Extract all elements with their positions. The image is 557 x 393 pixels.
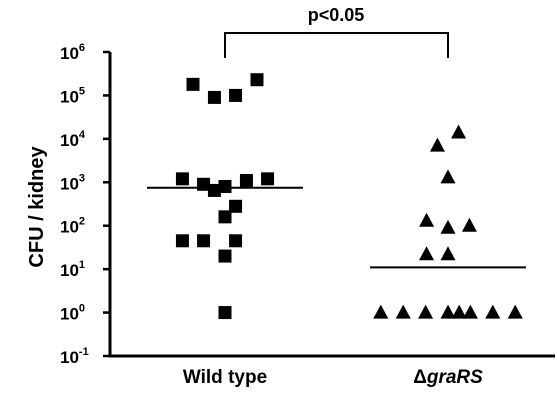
data-point-triangle bbox=[440, 246, 456, 261]
data-point-square bbox=[218, 210, 232, 224]
y-tick-label: 10-1 bbox=[60, 346, 89, 367]
y-tick-label: 103 bbox=[60, 172, 85, 193]
data-point-square bbox=[197, 234, 211, 248]
data-point-triangle bbox=[451, 124, 467, 139]
data-point-square bbox=[229, 88, 243, 102]
data-point-triangle bbox=[440, 219, 456, 234]
data-point-triangle bbox=[418, 304, 434, 319]
data-point-triangle bbox=[485, 304, 501, 319]
y-tick-label: 100 bbox=[60, 303, 85, 324]
data-point-square bbox=[229, 199, 243, 213]
y-tick-label: 104 bbox=[60, 129, 86, 150]
data-point-square bbox=[261, 172, 275, 186]
data-point-square bbox=[239, 173, 253, 187]
data-point-square bbox=[175, 172, 189, 186]
y-tick-label: 106 bbox=[60, 42, 85, 63]
data-point-triangle bbox=[451, 304, 467, 319]
x-axis-categories: Wild type ΔgraRS bbox=[183, 367, 483, 388]
y-axis-label: CFU / kidney bbox=[26, 146, 48, 268]
data-point-triangle bbox=[462, 304, 478, 319]
y-tick-label: 101 bbox=[60, 259, 85, 280]
significance-bracket bbox=[224, 32, 449, 58]
data-point-triangle bbox=[395, 304, 411, 319]
significance-label: p<0.05 bbox=[308, 5, 365, 25]
y-tick-label: 105 bbox=[60, 85, 85, 106]
data-point-square bbox=[207, 90, 221, 104]
data-point-square bbox=[207, 183, 221, 197]
data-point-triangle bbox=[507, 304, 523, 319]
data-point-square bbox=[186, 77, 200, 91]
data-point-square bbox=[218, 179, 232, 193]
data-point-square bbox=[250, 73, 264, 87]
median-lines bbox=[147, 186, 526, 269]
data-point-triangle bbox=[429, 137, 445, 152]
data-points bbox=[175, 73, 523, 320]
data-point-triangle bbox=[419, 246, 435, 261]
x-category-label: ΔgraRS bbox=[413, 367, 483, 388]
data-point-triangle bbox=[461, 217, 477, 232]
x-category-label: Wild type bbox=[183, 367, 267, 388]
significance-annotation: p<0.05 bbox=[224, 5, 449, 58]
data-point-square bbox=[175, 234, 189, 248]
data-point-square bbox=[218, 306, 232, 320]
data-point-triangle bbox=[373, 304, 389, 319]
data-point-triangle bbox=[419, 212, 435, 227]
data-point-square bbox=[218, 249, 232, 263]
data-point-square bbox=[229, 234, 243, 248]
data-point-triangle bbox=[440, 169, 456, 184]
data-point-triangle bbox=[440, 304, 456, 319]
y-axis-ticks: 10-1 100 101 102 103 104 105 106 bbox=[60, 42, 110, 367]
y-tick-label: 102 bbox=[60, 216, 85, 237]
